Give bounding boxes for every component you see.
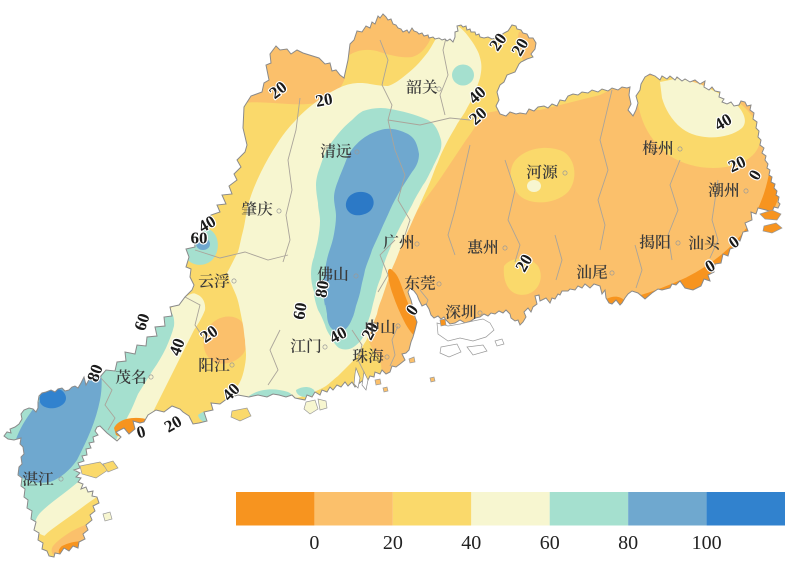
svg-text:40: 40 [461, 532, 481, 554]
svg-text:20: 20 [383, 532, 403, 554]
svg-text:60: 60 [540, 532, 560, 554]
svg-text:80: 80 [618, 532, 638, 554]
svg-text:80: 80 [311, 279, 333, 299]
svg-text:0: 0 [309, 532, 319, 554]
svg-text:60: 60 [289, 301, 311, 321]
svg-text:60: 60 [191, 229, 208, 248]
svg-text:20: 20 [314, 89, 334, 111]
svg-text:100: 100 [692, 532, 722, 554]
